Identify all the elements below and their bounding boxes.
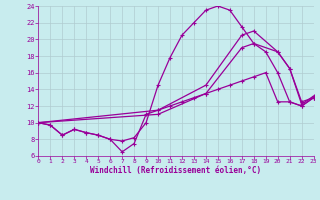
X-axis label: Windchill (Refroidissement éolien,°C): Windchill (Refroidissement éolien,°C): [91, 166, 261, 175]
